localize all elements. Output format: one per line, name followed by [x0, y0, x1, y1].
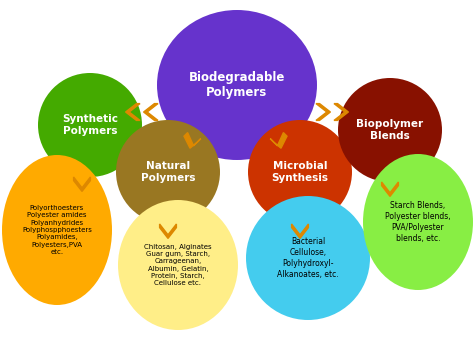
- Polygon shape: [334, 104, 348, 120]
- Ellipse shape: [246, 196, 370, 320]
- Polygon shape: [126, 104, 140, 120]
- Polygon shape: [316, 104, 330, 120]
- Text: Chitosan, Alginates
Guar gum, Starch,
Carrageenan,
Albumin, Gelatin,
Protein, St: Chitosan, Alginates Guar gum, Starch, Ca…: [144, 244, 212, 286]
- Ellipse shape: [157, 10, 317, 160]
- Polygon shape: [270, 133, 287, 148]
- Text: Biopolymer
Blends: Biopolymer Blends: [356, 119, 424, 141]
- Ellipse shape: [363, 154, 473, 290]
- Text: Bacterial
Cellulose,
Polyhydroxyl-
Alkanoates, etc.: Bacterial Cellulose, Polyhydroxyl- Alkan…: [277, 237, 339, 278]
- Polygon shape: [160, 224, 176, 238]
- Ellipse shape: [38, 73, 142, 177]
- Polygon shape: [144, 104, 158, 120]
- Text: Natural
Polymers: Natural Polymers: [141, 161, 195, 183]
- Text: Polyorthoesters
Polyester amides
Polyanhydrides
Polyphospphoesters
Polyamides,
P: Polyorthoesters Polyester amides Polyanh…: [22, 205, 92, 255]
- Polygon shape: [292, 224, 309, 238]
- Ellipse shape: [116, 120, 220, 224]
- Text: Starch Blends,
Polyester blends,
PVA/Polyester
blends, etc.: Starch Blends, Polyester blends, PVA/Pol…: [385, 201, 451, 243]
- Ellipse shape: [118, 200, 238, 330]
- Polygon shape: [73, 177, 91, 191]
- Polygon shape: [184, 133, 201, 148]
- Text: Synthetic
Polymers: Synthetic Polymers: [62, 114, 118, 136]
- Polygon shape: [382, 182, 399, 197]
- Ellipse shape: [2, 155, 112, 305]
- Ellipse shape: [248, 120, 352, 224]
- Ellipse shape: [338, 78, 442, 182]
- Text: Microbial
Synthesis: Microbial Synthesis: [272, 161, 328, 183]
- Text: Biodegradable
Polymers: Biodegradable Polymers: [189, 71, 285, 99]
